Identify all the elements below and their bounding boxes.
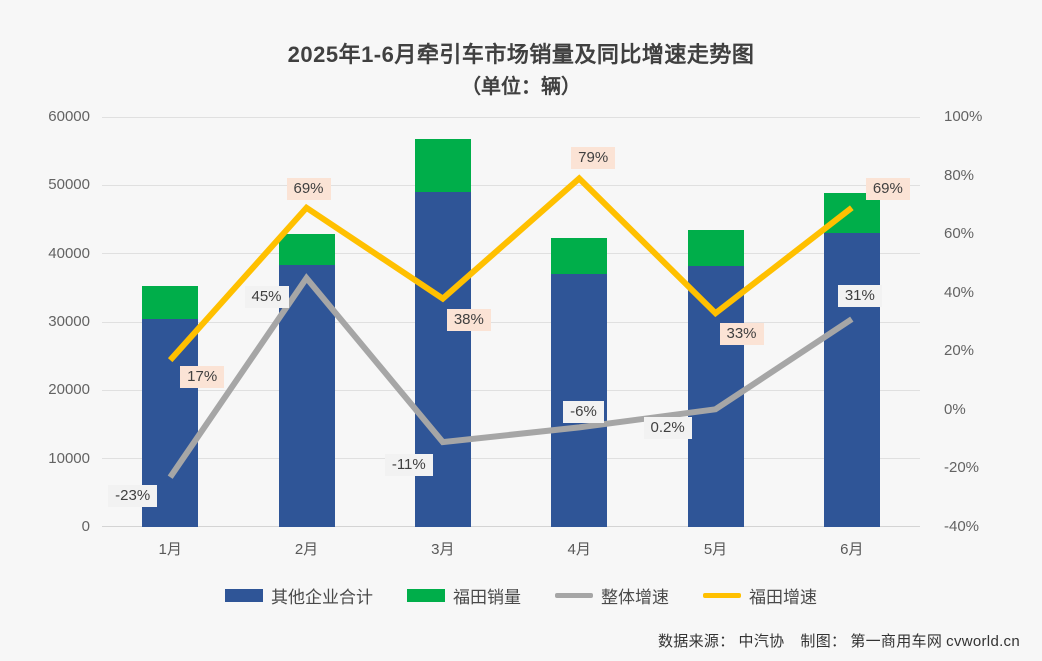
legend-line-icon bbox=[555, 593, 593, 598]
bar-segment-other[interactable] bbox=[823, 233, 880, 527]
gridline-60000 bbox=[102, 117, 920, 118]
legend-item[interactable]: 整体增速 bbox=[555, 583, 669, 608]
bar-segment-other[interactable] bbox=[414, 192, 471, 527]
gridline-10000 bbox=[102, 458, 920, 459]
gridline-50000 bbox=[102, 185, 920, 186]
bar-segment-foton[interactable] bbox=[551, 237, 608, 275]
y-axis-left-tick: 10000 bbox=[48, 449, 90, 467]
y-axis-right-tick: 0% bbox=[944, 400, 966, 418]
legend-bar-icon bbox=[407, 589, 445, 602]
legend-item[interactable]: 其他企业合计 bbox=[225, 583, 373, 608]
chart-subtitle: （单位：辆） bbox=[461, 76, 581, 98]
bar-segment-foton[interactable] bbox=[414, 138, 471, 193]
bar-segment-foton[interactable] bbox=[142, 286, 199, 320]
legend-item[interactable]: 福田销量 bbox=[407, 583, 521, 608]
footer-author-value: 第一商用车网 bbox=[850, 633, 943, 650]
data-label-foton-growth: 38% bbox=[446, 308, 491, 331]
legend-label: 福田增速 bbox=[749, 588, 817, 607]
data-label-foton-growth: 69% bbox=[865, 177, 910, 200]
bar-stack[interactable] bbox=[551, 237, 608, 527]
x-axis-tick: 3月 bbox=[431, 541, 455, 558]
data-label-overall-growth: 45% bbox=[244, 286, 289, 309]
x-axis-tick: 6月 bbox=[840, 541, 864, 558]
bar-stack[interactable] bbox=[687, 229, 744, 527]
bar-stack[interactable] bbox=[278, 233, 335, 527]
legend-item[interactable]: 福田增速 bbox=[703, 583, 817, 608]
x-axis-tick: 5月 bbox=[703, 541, 728, 558]
bar-segment-foton[interactable] bbox=[687, 229, 744, 266]
data-label-foton-growth: 17% bbox=[180, 366, 225, 389]
data-label-foton-growth: 79% bbox=[571, 146, 616, 169]
data-label-overall-growth: 31% bbox=[837, 285, 882, 308]
y-axis-right-tick: 60% bbox=[944, 225, 975, 243]
legend-label: 其他企业合计 bbox=[271, 588, 373, 607]
y-axis-left-tick: 30000 bbox=[48, 313, 90, 330]
data-label-overall-growth: -11% bbox=[384, 454, 433, 477]
gridline-40000 bbox=[102, 253, 920, 254]
y-axis-left-tick: 0 bbox=[81, 518, 90, 535]
data-label-overall-growth: -23% bbox=[108, 485, 158, 508]
footer-credits: 数据来源： 中汽协 制图： 第一商用车网 cvworld.cn bbox=[654, 630, 1020, 651]
gridline-zero bbox=[102, 526, 920, 527]
footer-site: cvworld.cn bbox=[946, 633, 1020, 650]
plot-area bbox=[102, 117, 920, 527]
y-axis-left-tick: 40000 bbox=[48, 244, 90, 262]
x-axis-tick: 2月 bbox=[294, 541, 319, 558]
y-axis-left-tick: 20000 bbox=[48, 381, 90, 399]
y-axis-right-tick: -20% bbox=[944, 459, 980, 477]
data-label-overall-growth: 0.2% bbox=[643, 417, 692, 440]
footer-source-value: 中汽协 bbox=[738, 633, 785, 650]
x-axis-tick: 4月 bbox=[567, 541, 591, 558]
legend-bar-icon bbox=[225, 589, 263, 602]
gridline-30000 bbox=[102, 322, 920, 323]
legend-line-icon bbox=[703, 593, 741, 598]
chart-title: 2025年1-6月牵引车市场销量及同比增速走势图 bbox=[287, 42, 755, 67]
y-axis-right-tick: -40% bbox=[944, 518, 980, 535]
footer-author-label: 制图： bbox=[800, 633, 847, 650]
data-label-foton-growth: 33% bbox=[719, 323, 764, 346]
data-label-foton-growth: 69% bbox=[286, 177, 331, 200]
legend: 其他企业合计 福田销量 整体增速 福田增速 bbox=[0, 583, 1042, 608]
legend-label: 福田销量 bbox=[453, 588, 521, 607]
y-axis-left-tick: 60000 bbox=[48, 108, 90, 125]
footer-source-label: 数据来源： bbox=[658, 633, 735, 650]
legend-label: 整体增速 bbox=[601, 588, 669, 607]
x-axis-tick: 1月 bbox=[158, 541, 182, 558]
y-axis-left-tick: 50000 bbox=[48, 176, 90, 194]
bar-segment-other[interactable] bbox=[687, 265, 744, 527]
y-axis-right-tick: 40% bbox=[944, 283, 975, 301]
title-block: 2025年1-6月牵引车市场销量及同比增速走势图 （单位：辆） bbox=[0, 40, 1042, 102]
data-label-overall-growth: -6% bbox=[563, 401, 604, 424]
y-axis-right-tick: 100% bbox=[944, 108, 983, 125]
y-axis-right-tick: 20% bbox=[944, 342, 975, 360]
bar-segment-foton[interactable] bbox=[278, 233, 335, 265]
y-axis-right-tick: 80% bbox=[944, 166, 975, 184]
gridline-20000 bbox=[102, 390, 920, 391]
bar-stack[interactable] bbox=[823, 192, 880, 527]
